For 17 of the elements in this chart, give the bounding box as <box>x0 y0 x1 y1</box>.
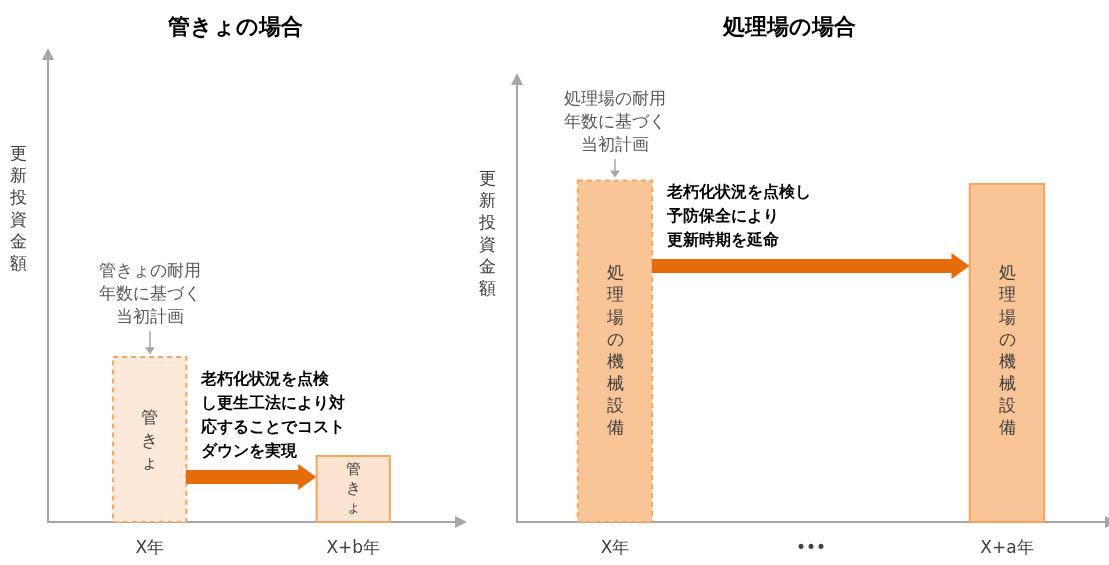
chart-title: 処理場の場合 <box>722 13 856 39</box>
text: 管きょの耐用年数に基づく当初計画 <box>98 259 201 326</box>
annotation: 老朽化状況を点検し更生工法により対応することでコストダウンを実現 <box>201 368 346 463</box>
x-tick-label: X年 <box>600 536 630 557</box>
annotation: 老朽化状況を点検し予防保全により更新時期を延命 <box>667 180 812 251</box>
x-tick-label: ••• <box>795 536 827 557</box>
x-tick-label: X+b年 <box>326 536 381 557</box>
x-tick-label: X+a年 <box>980 536 1034 557</box>
chart-title: 管きょの場合 <box>166 13 303 39</box>
annotation: 処理場の機械設備 <box>997 262 1016 438</box>
annotation: 処理場の機械設備 <box>605 262 624 438</box>
y-axis-title: 更新投資金額 <box>477 168 496 299</box>
text: 処理場の耐用年数に基づく当初計画 <box>564 87 666 154</box>
annotation: 管きょ <box>141 407 159 472</box>
annotation: 管きょ <box>345 459 361 517</box>
x-tick-label: X年 <box>135 536 165 557</box>
y-axis-title: 更新投資金額 <box>8 143 27 274</box>
